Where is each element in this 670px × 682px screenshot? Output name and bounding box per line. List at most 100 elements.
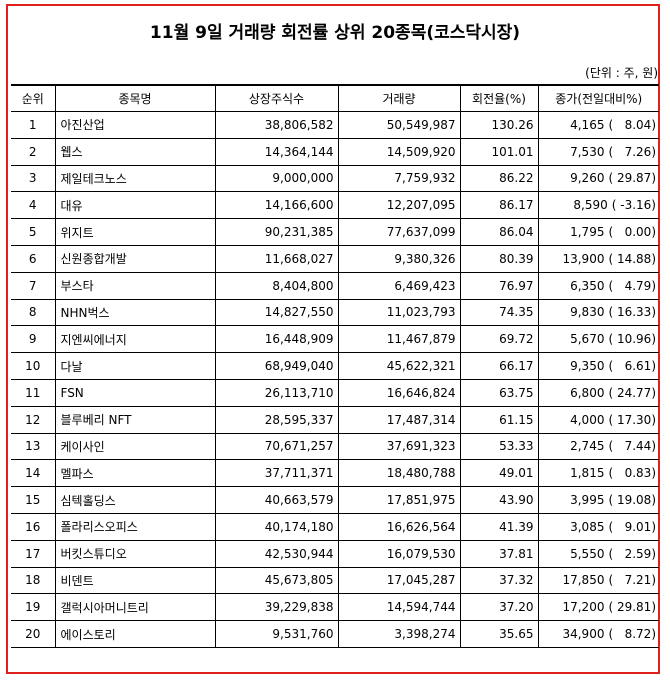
cell-shares: 9,531,760 <box>214 620 338 648</box>
cell-shares: 28,595,337 <box>214 406 338 434</box>
close-price: 9,350 <box>570 359 605 374</box>
price-change: ( 8.04) <box>608 117 656 132</box>
table-row: 3 제일테크노스 9,000,000 7,759,932 86.22 9,260( 29.… <box>11 165 659 193</box>
price-change: ( 19.08) <box>608 493 656 508</box>
cell-price: 9,350( 6.61) <box>537 352 659 380</box>
cell-rank: 14 <box>11 459 55 488</box>
price-change: ( 9.01) <box>608 519 656 534</box>
header-shares: 상장주식수 <box>214 84 338 112</box>
price-change: ( 7.26) <box>608 144 656 159</box>
cell-name: 버킷스튜디오 <box>54 540 215 568</box>
cell-price: 5,550( 2.59) <box>537 540 659 568</box>
cell-name: 갤럭시아머니트리 <box>54 593 215 622</box>
price-change: ( 7.21) <box>608 573 656 588</box>
cell-turnover: 37.20 <box>459 593 538 622</box>
table-row: 2 웹스 14,364,144 14,509,920 101.01 7,530( 7.26… <box>11 138 659 166</box>
cell-volume: 18,480,788 <box>337 459 460 488</box>
cell-price: 5,670( 10.96) <box>537 325 659 354</box>
cell-rank: 3 <box>11 165 55 193</box>
cell-shares: 37,711,371 <box>214 459 338 488</box>
cell-rank: 9 <box>11 325 55 354</box>
close-price: 5,670 <box>570 332 605 347</box>
cell-name: 심텍홀딩스 <box>54 486 215 514</box>
cell-shares: 14,827,550 <box>214 299 338 327</box>
table-row: 13 케이사인 70,671,257 37,691,323 53.33 2,745( 7.… <box>11 433 659 461</box>
cell-volume: 14,509,920 <box>337 138 460 166</box>
cell-rank: 13 <box>11 433 55 461</box>
close-price: 9,260 <box>570 171 605 186</box>
cell-name: 대유 <box>54 191 215 220</box>
price-change: ( 29.81) <box>608 600 656 615</box>
cell-volume: 12,207,095 <box>337 191 460 220</box>
close-price: 17,850 <box>562 573 605 588</box>
table-row: 17 버킷스튜디오 42,530,944 16,079,530 37.81 5,550( … <box>11 540 659 568</box>
cell-rank: 10 <box>11 352 55 380</box>
cell-volume: 37,691,323 <box>337 433 460 461</box>
cell-turnover: 74.35 <box>459 299 538 327</box>
cell-turnover: 86.17 <box>459 191 538 220</box>
cell-price: 1,795( 0.00) <box>537 218 659 246</box>
table-row: 10 다날 68,949,040 45,622,321 66.17 9,350( 6.61… <box>11 352 659 380</box>
table-row: 8 NHN벅스 14,827,550 11,023,793 74.35 9,830( 16… <box>11 299 659 327</box>
cell-shares: 26,113,710 <box>214 379 338 407</box>
document-frame <box>6 4 660 674</box>
header-name: 종목명 <box>54 84 215 112</box>
table-row: 19 갤럭시아머니트리 39,229,838 14,594,744 37.20 17,20… <box>11 593 659 622</box>
header-rank: 순위 <box>11 84 55 112</box>
table-row: 14 멜파스 37,711,371 18,480,788 49.01 1,815( 0.8… <box>11 459 659 488</box>
cell-turnover: 43.90 <box>459 486 538 514</box>
cell-rank: 16 <box>11 513 55 541</box>
cell-price: 4,165( 8.04) <box>537 111 659 139</box>
cell-rank: 19 <box>11 593 55 622</box>
page-title: 11월 9일 거래량 회전률 상위 20종목(코스닥시장) <box>149 23 521 43</box>
cell-shares: 40,174,180 <box>214 513 338 541</box>
cell-rank: 15 <box>11 486 55 514</box>
close-price: 4,165 <box>570 117 605 132</box>
table-row: 4 대유 14,166,600 12,207,095 86.17 8,590( -3.16… <box>11 191 659 220</box>
cell-turnover: 63.75 <box>459 379 538 407</box>
cell-shares: 14,364,144 <box>214 138 338 166</box>
cell-turnover: 61.15 <box>459 406 538 434</box>
cell-name: 신원종합개발 <box>54 245 215 273</box>
close-price: 2,745 <box>570 439 605 454</box>
cell-price: 3,085( 9.01) <box>537 513 659 541</box>
cell-name: 웹스 <box>54 138 215 166</box>
table-row: 11 FSN 26,113,710 16,646,824 63.75 6,800( 24.… <box>11 379 659 407</box>
table-row: 18 비덴트 45,673,805 17,045,287 37.32 17,850( 7.… <box>11 567 659 595</box>
cell-rank: 5 <box>11 218 55 246</box>
close-price: 7,530 <box>570 144 605 159</box>
cell-name: 부스타 <box>54 272 215 300</box>
cell-name: 지엔씨에너지 <box>54 325 215 354</box>
price-change: ( 14.88) <box>608 251 656 266</box>
cell-shares: 45,673,805 <box>214 567 338 595</box>
price-change: ( 17.30) <box>608 412 656 427</box>
cell-turnover: 53.33 <box>459 433 538 461</box>
cell-volume: 16,079,530 <box>337 540 460 568</box>
cell-volume: 17,851,975 <box>337 486 460 514</box>
cell-name: 아진산업 <box>54 111 215 139</box>
close-price: 1,815 <box>570 466 605 481</box>
close-price: 17,200 <box>562 600 605 615</box>
cell-rank: 11 <box>11 379 55 407</box>
cell-turnover: 35.65 <box>459 620 538 648</box>
cell-name: 블루베리 NFT <box>54 406 215 434</box>
cell-rank: 6 <box>11 245 55 273</box>
cell-volume: 17,045,287 <box>337 567 460 595</box>
price-change: ( 2.59) <box>608 546 656 561</box>
cell-turnover: 37.32 <box>459 567 538 595</box>
table-row: 16 폴라리스오피스 40,174,180 16,626,564 41.39 3,085(… <box>11 513 659 541</box>
cell-price: 13,900( 14.88) <box>537 245 659 273</box>
table-row: 7 부스타 8,404,800 6,469,423 76.97 6,350( 4.79) <box>11 272 659 300</box>
table-row: 12 블루베리 NFT 28,595,337 17,487,314 61.15 4,000… <box>11 406 659 434</box>
cell-rank: 1 <box>11 111 55 139</box>
cell-volume: 3,398,274 <box>337 620 460 648</box>
price-change: ( 29.87) <box>608 171 656 186</box>
cell-volume: 6,469,423 <box>337 272 460 300</box>
close-price: 8,590 <box>573 198 608 213</box>
cell-price: 9,260( 29.87) <box>537 165 659 193</box>
cell-rank: 18 <box>11 567 55 595</box>
price-change: ( 4.79) <box>608 278 656 293</box>
cell-shares: 90,231,385 <box>214 218 338 246</box>
close-price: 3,085 <box>570 519 605 534</box>
cell-name: 에이스토리 <box>54 620 215 648</box>
